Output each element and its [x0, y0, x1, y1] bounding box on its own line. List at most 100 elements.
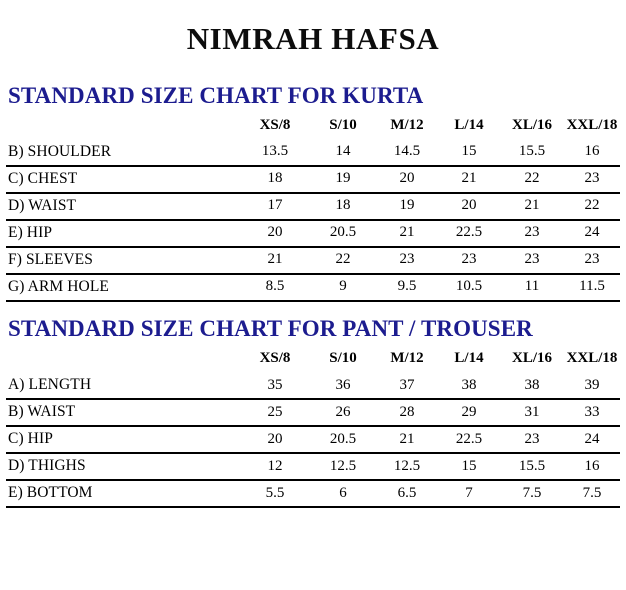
cell-value: 25	[240, 398, 310, 427]
table-row: D) THIGHS 12 12.5 12.5 15 15.5 16	[6, 452, 620, 481]
cell-value: 24	[564, 425, 620, 454]
table-row: B) WAIST 25 26 28 29 31 33	[6, 398, 620, 427]
section-heading-kurta: STANDARD SIZE CHART FOR KURTA	[8, 82, 424, 108]
column-header-xxl18: XXL/18	[566, 350, 618, 367]
column-header-m12: M/12	[390, 116, 424, 133]
cell-value: 6	[310, 479, 376, 509]
cell-value: 28	[376, 398, 438, 427]
cell-value: 22	[310, 245, 376, 274]
cell-value: 23	[376, 245, 438, 274]
cell-value: 21	[500, 191, 564, 220]
cell-value: 38	[461, 376, 477, 393]
cell-value: 37	[399, 376, 415, 393]
row-label: B) SHOULDER	[8, 142, 112, 160]
row-label: D) THIGHS	[6, 452, 240, 481]
cell-value: 11.5	[564, 272, 620, 302]
column-header-m12: M/12	[390, 350, 424, 367]
table-row: G) ARM HOLE 8.5 9 9.5 10.5 11 11.5	[6, 272, 620, 302]
brand-title: NIMRAH HAFSA	[186, 21, 440, 56]
cell-value: 5.5	[240, 479, 310, 509]
column-header-measurement	[6, 350, 240, 373]
cell-value: 20	[376, 164, 438, 193]
column-header-xxl18: XXL/18	[566, 116, 618, 133]
cell-value: 12	[240, 452, 310, 481]
cell-value: 16	[564, 452, 620, 481]
column-header-s10: S/10	[329, 116, 357, 133]
row-label: G) ARM HOLE	[6, 272, 240, 302]
size-table-pant-trouser: XS/8 S/10 M/12 L/14 XL/16 XXL/18 A) LENG…	[6, 350, 620, 509]
cell-value: 9.5	[376, 272, 438, 302]
cell-value: 18	[240, 164, 310, 193]
cell-value: 20	[240, 218, 310, 247]
cell-value: 29	[438, 398, 500, 427]
row-label: F) SLEEVES	[6, 245, 240, 274]
cell-value: 14	[335, 143, 351, 160]
cell-value: 21	[240, 245, 310, 274]
cell-value: 15	[438, 452, 500, 481]
column-header-s10: S/10	[329, 350, 357, 367]
section-heading-pant-trouser: STANDARD SIZE CHART FOR PANT / TROUSER	[8, 315, 533, 341]
cell-value: 12.5	[310, 452, 376, 481]
column-header-l14: L/14	[454, 116, 484, 133]
column-header-xl16: XL/16	[511, 350, 552, 367]
cell-value: 23	[564, 245, 620, 274]
row-label: E) HIP	[6, 218, 240, 247]
cell-value: 20.5	[310, 425, 376, 454]
column-header-xs8: XS/8	[259, 116, 291, 133]
cell-value: 13.5	[261, 143, 289, 160]
table-header-row: XS/8 S/10 M/12 L/14 XL/16 XXL/18	[6, 117, 620, 140]
cell-value: 31	[500, 398, 564, 427]
row-label: C) HIP	[6, 425, 240, 454]
cell-value: 33	[564, 398, 620, 427]
cell-value: 17	[240, 191, 310, 220]
table-row: E) BOTTOM 5.5 6 6.5 7 7.5 7.5	[6, 479, 620, 509]
table-row: A) LENGTH 35 36 37 38 38 39	[6, 373, 620, 399]
cell-value: 7.5	[564, 479, 620, 509]
cell-value: 15.5	[500, 452, 564, 481]
cell-value: 7	[438, 479, 500, 509]
cell-value: 12.5	[376, 452, 438, 481]
cell-value: 6.5	[376, 479, 438, 509]
cell-value: 22.5	[438, 218, 500, 247]
row-label: A) LENGTH	[8, 376, 92, 394]
table-row: C) CHEST 18 19 20 21 22 23	[6, 164, 620, 193]
cell-value: 21	[376, 218, 438, 247]
cell-value: 22.5	[438, 425, 500, 454]
cell-value: 20	[438, 191, 500, 220]
cell-value: 9	[310, 272, 376, 302]
cell-value: 8.5	[240, 272, 310, 302]
column-header-l14: L/14	[454, 350, 484, 367]
cell-value: 20.5	[310, 218, 376, 247]
cell-value: 24	[564, 218, 620, 247]
table-header-row: XS/8 S/10 M/12 L/14 XL/16 XXL/18	[6, 350, 620, 373]
cell-value: 38	[524, 376, 540, 393]
table-row: E) HIP 20 20.5 21 22.5 23 24	[6, 218, 620, 247]
cell-value: 23	[438, 245, 500, 274]
cell-value: 18	[310, 191, 376, 220]
row-label: C) CHEST	[6, 164, 240, 193]
size-table-kurta: XS/8 S/10 M/12 L/14 XL/16 XXL/18 B) SHOU…	[6, 117, 620, 302]
cell-value: 19	[310, 164, 376, 193]
cell-value: 39	[584, 376, 600, 393]
column-header-xs8: XS/8	[259, 350, 291, 367]
cell-value: 15.5	[518, 143, 546, 160]
cell-value: 26	[310, 398, 376, 427]
cell-value: 16	[584, 143, 600, 160]
row-label: D) WAIST	[6, 191, 240, 220]
column-header-xl16: XL/16	[511, 116, 552, 133]
cell-value: 22	[500, 164, 564, 193]
cell-value: 21	[376, 425, 438, 454]
cell-value: 11	[500, 272, 564, 302]
cell-value: 36	[335, 376, 351, 393]
cell-value: 10.5	[438, 272, 500, 302]
cell-value: 15	[461, 143, 477, 160]
cell-value: 21	[438, 164, 500, 193]
cell-value: 7.5	[500, 479, 564, 509]
row-label: B) WAIST	[6, 398, 240, 427]
cell-value: 19	[376, 191, 438, 220]
cell-value: 23	[564, 164, 620, 193]
table-row: B) SHOULDER 13.5 14 14.5 15 15.5 16	[6, 140, 620, 166]
cell-value: 14.5	[393, 143, 421, 160]
table-row: C) HIP 20 20.5 21 22.5 23 24	[6, 425, 620, 454]
